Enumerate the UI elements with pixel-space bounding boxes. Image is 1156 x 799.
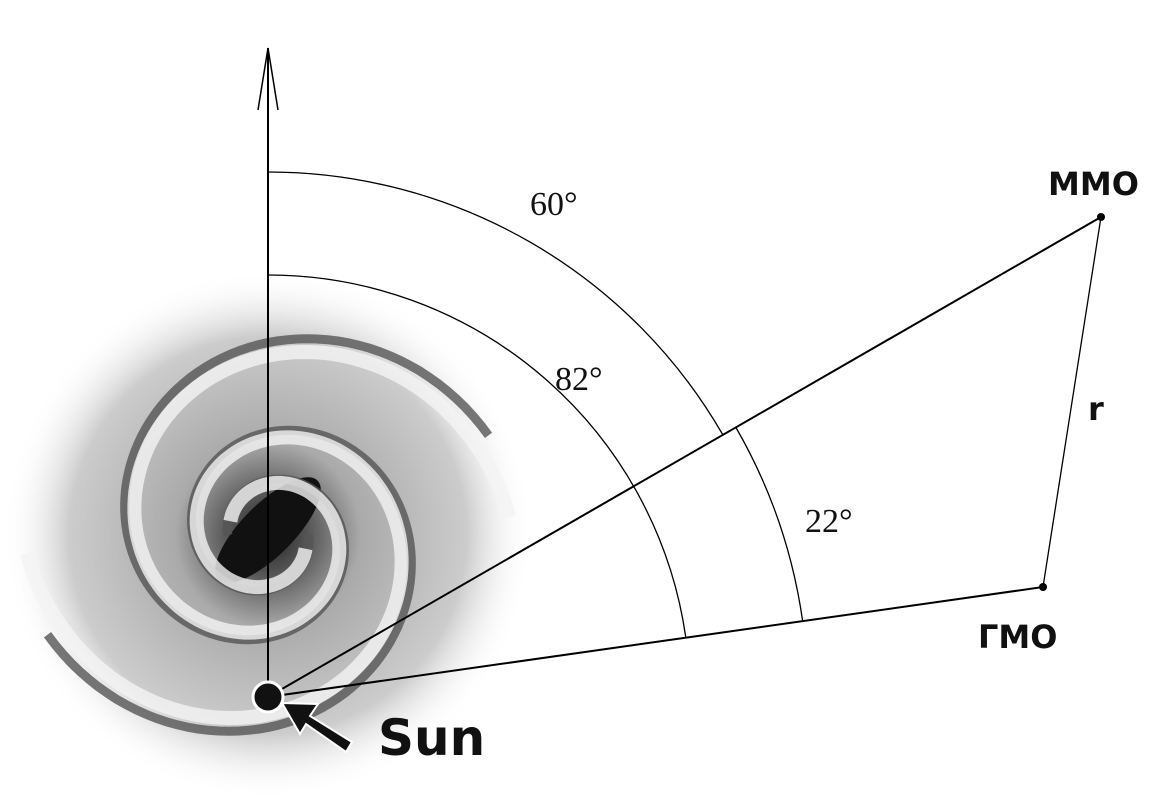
- point-mmo: [1097, 213, 1105, 221]
- point-gmo: [1039, 583, 1047, 591]
- distance-label: r: [1088, 390, 1104, 428]
- sun-marker: [253, 682, 283, 712]
- sun-label: Sun: [378, 709, 485, 767]
- angle-label: 22°: [805, 503, 853, 540]
- angle-label: 82°: [555, 361, 603, 398]
- angle-label: 60°: [530, 186, 578, 223]
- arc-22: [736, 427, 803, 622]
- point-label: ГМО: [978, 618, 1057, 656]
- diagram: 60° 82° 22° MMO ГМО r Sun: [0, 0, 1156, 799]
- point-label: MMO: [1048, 165, 1139, 203]
